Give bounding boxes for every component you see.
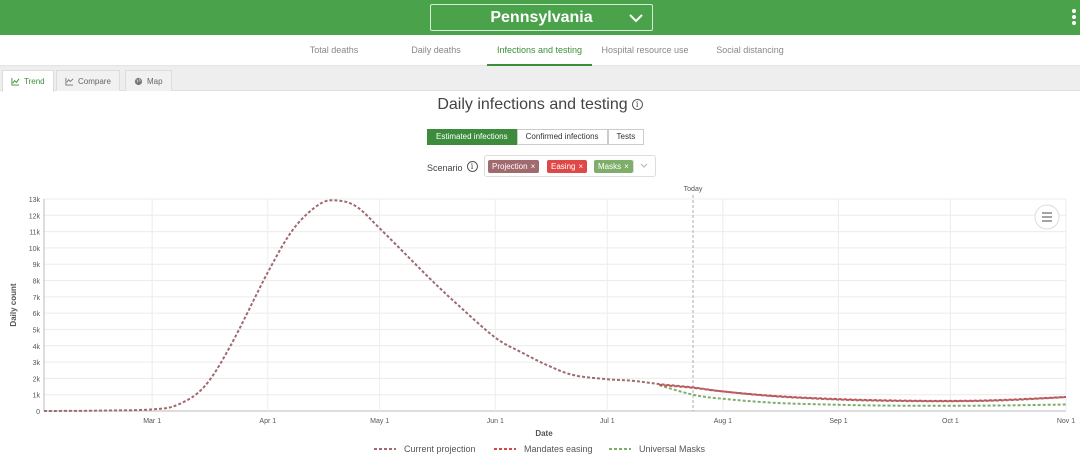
series-line-universal-masks (659, 384, 1067, 407)
x-tick-label: Mar 1 (143, 418, 161, 425)
subtab-compare[interactable]: Compare (56, 70, 120, 91)
y-tick-label: 1k (33, 393, 41, 400)
compare-icon (65, 77, 74, 86)
metric-toggle-group: Estimated infections Confirmed infection… (427, 129, 645, 145)
close-icon[interactable]: × (578, 162, 584, 171)
close-icon[interactable]: × (624, 162, 629, 171)
subtab-map-label: Map (147, 76, 163, 86)
toggle-confirmed-infections[interactable]: Confirmed infections (516, 129, 608, 145)
chip-projection[interactable]: Projection × (488, 160, 540, 173)
state-selector-label: Pennsylvania (490, 8, 593, 26)
close-icon[interactable]: × (530, 162, 536, 171)
x-tick-label: Oct 1 (942, 418, 959, 425)
scenario-label-text: Scenario (427, 163, 463, 173)
chart: 0 1k 2k 3k 4k 5k 6k 7k 8k 9k 10k 11k 12k 13k Mar 1 Apr … (0, 180, 1080, 457)
globe-icon (134, 77, 143, 85)
y-tick-label: 12k (29, 213, 41, 220)
y-tick-label: 13k (29, 197, 41, 204)
x-tick-label: Aug 1 (714, 418, 732, 425)
x-tick-label: Sep 1 (829, 418, 847, 425)
tab-daily-deaths[interactable]: Daily deaths (411, 45, 461, 55)
view-tabs: Trend Compare Map (0, 66, 1080, 92)
legend-label: Mandates easing (524, 444, 593, 454)
tab-social-distancing[interactable]: Social distancing (716, 45, 784, 55)
today-label: Today (684, 186, 703, 193)
y-tick-label: 10k (29, 246, 41, 253)
tab-hospital-resource-use[interactable]: Hospital resource use (601, 45, 689, 55)
y-tick-label: 9k (33, 262, 41, 269)
y-tick-label: 5k (33, 327, 41, 334)
scenario-select[interactable]: Projection × Easing × Masks × (484, 155, 656, 177)
subtab-compare-label: Compare (78, 76, 111, 86)
x-tick-label: May 1 (370, 418, 389, 425)
y-tick-label: 8k (33, 279, 41, 286)
top-bar: Pennsylvania (0, 0, 1080, 35)
more-menu-icon[interactable] (1072, 9, 1078, 26)
main-nav: Total deaths Daily deaths Infections and… (0, 35, 1080, 66)
series-line-mandates-easing (659, 383, 1067, 402)
y-tick-label: 6k (33, 311, 41, 318)
chart-options-icon[interactable] (1034, 204, 1060, 230)
page-title-text: Daily infections and testing (437, 96, 628, 113)
y-tick-label: 7k (33, 295, 41, 302)
tab-infections-and-testing[interactable]: Infections and testing (487, 35, 592, 66)
chip-easing[interactable]: Easing × (547, 160, 588, 173)
trend-icon (11, 77, 20, 86)
legend-label: Current projection (404, 444, 476, 454)
legend-label: Universal Masks (639, 444, 706, 454)
subtab-trend-label: Trend (24, 77, 45, 86)
x-tick-label: Jul 1 (600, 418, 615, 425)
x-axis-label: Date (535, 429, 553, 438)
divider (633, 160, 634, 173)
toggle-estimated-infections[interactable]: Estimated infections (427, 129, 517, 145)
scenario-info-icon[interactable]: i (466, 161, 478, 172)
chip-projection-label: Projection (492, 162, 528, 171)
chevron-down-icon (629, 14, 643, 23)
chevron-down-icon[interactable] (639, 161, 649, 171)
toggle-tests[interactable]: Tests (607, 129, 645, 145)
chip-masks-label: Masks (598, 162, 622, 171)
chart-svg: 0 1k 2k 3k 4k 5k 6k 7k 8k 9k 10k 11k 12k 13k Mar 1 Apr … (9, 186, 1075, 454)
tab-total-deaths[interactable]: Total deaths (309, 45, 359, 55)
info-icon[interactable]: i (631, 99, 643, 110)
scenario-label: Scenario i (427, 161, 478, 173)
chip-masks[interactable]: Masks × (594, 160, 633, 173)
subtab-map[interactable]: Map (125, 70, 172, 91)
subtab-trend[interactable]: Trend (2, 70, 54, 92)
y-tick-label: 0 (36, 409, 40, 416)
y-tick-label: 4k (33, 344, 41, 351)
chip-easing-label: Easing (551, 162, 576, 171)
x-tick-label: Nov 1 (1057, 418, 1075, 425)
y-tick-label: 2k (33, 376, 41, 383)
page-title: Daily infections and testing i (0, 96, 1080, 114)
x-tick-label: Jun 1 (487, 418, 504, 425)
state-selector[interactable]: Pennsylvania (430, 4, 653, 31)
series-line-current-projection (43, 199, 1067, 412)
y-tick-label: 11k (29, 230, 40, 237)
y-tick-label: 3k (33, 360, 41, 367)
x-tick-label: Apr 1 (259, 418, 276, 425)
y-axis-label: Daily count (9, 283, 18, 326)
